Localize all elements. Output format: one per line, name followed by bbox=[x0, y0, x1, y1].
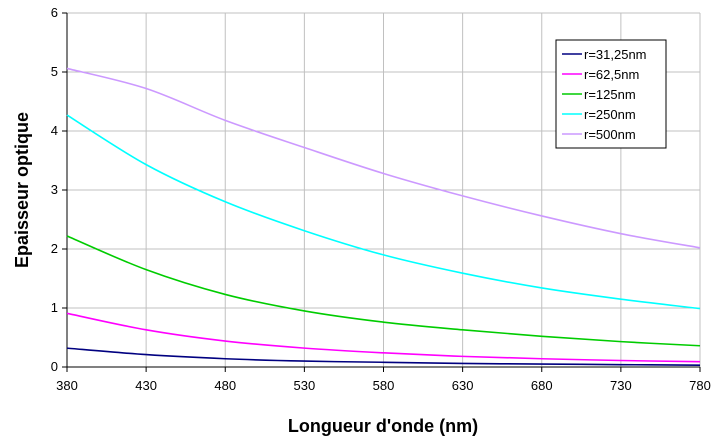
legend-label: r=125nm bbox=[584, 87, 636, 102]
legend-label: r=250nm bbox=[584, 107, 636, 122]
series-line-5 bbox=[66, 67, 701, 249]
y-tick-label: 3 bbox=[51, 182, 58, 197]
x-tick-label: 730 bbox=[610, 378, 632, 393]
series-line-4 bbox=[66, 114, 701, 310]
y-tick-label: 5 bbox=[51, 64, 58, 79]
x-tick-label: 530 bbox=[294, 378, 316, 393]
x-tick-label: 630 bbox=[452, 378, 474, 393]
x-axis-title: Longueur d'onde (nm) bbox=[288, 416, 478, 436]
y-tick-label: 4 bbox=[51, 123, 58, 138]
grid bbox=[67, 12, 701, 367]
y-tick-label: 0 bbox=[51, 359, 58, 374]
legend: r=31,25nm r=62,5nm r=125nm r=250nm r=500nm bbox=[555, 39, 667, 149]
series-lines bbox=[66, 67, 701, 367]
y-axis-title: Epaisseur optique bbox=[12, 112, 32, 268]
x-tick-label: 380 bbox=[56, 378, 78, 393]
x-tick-label: 680 bbox=[531, 378, 553, 393]
series-line-2 bbox=[66, 312, 701, 363]
series-line-1 bbox=[66, 347, 701, 367]
y-tick-label: 2 bbox=[51, 241, 58, 256]
x-tick-label: 580 bbox=[373, 378, 395, 393]
x-tick-label: 780 bbox=[689, 378, 711, 393]
y-tick-label: 1 bbox=[51, 300, 58, 315]
ticks: 0 1 2 3 4 5 6 380 430 480 530 580 630 680 730 780 bbox=[51, 5, 711, 393]
x-tick-label: 430 bbox=[135, 378, 157, 393]
x-tick-label: 480 bbox=[214, 378, 236, 393]
legend-label: r=500nm bbox=[584, 127, 636, 142]
y-tick-label: 6 bbox=[51, 5, 58, 20]
legend-label: r=31,25nm bbox=[584, 47, 647, 62]
legend-label: r=62,5nm bbox=[584, 67, 639, 82]
series-line-3 bbox=[66, 235, 701, 347]
